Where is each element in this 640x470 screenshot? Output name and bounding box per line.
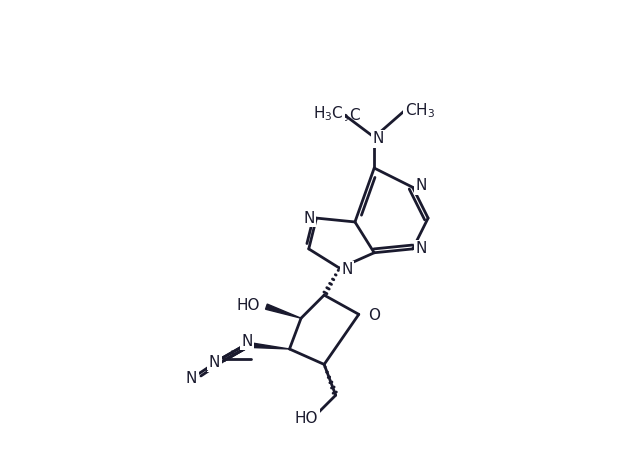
Text: CH$_3$: CH$_3$ <box>405 101 435 120</box>
Polygon shape <box>251 343 289 349</box>
Text: H: H <box>335 104 342 114</box>
Polygon shape <box>266 304 301 318</box>
Text: 3: 3 <box>342 114 348 123</box>
Text: HO: HO <box>237 298 260 313</box>
Text: N: N <box>416 178 427 193</box>
Text: C: C <box>349 108 360 123</box>
Text: H$_3$C: H$_3$C <box>313 105 344 124</box>
Text: -: - <box>204 365 207 375</box>
Text: N: N <box>303 211 315 226</box>
Text: N: N <box>209 355 220 370</box>
Text: O: O <box>368 308 380 323</box>
Text: +: + <box>227 350 235 360</box>
Text: N: N <box>341 262 353 277</box>
Text: N: N <box>416 242 427 257</box>
Text: HO: HO <box>294 411 318 426</box>
Text: N: N <box>186 371 197 386</box>
Text: N: N <box>372 131 384 146</box>
Text: N: N <box>241 334 253 349</box>
